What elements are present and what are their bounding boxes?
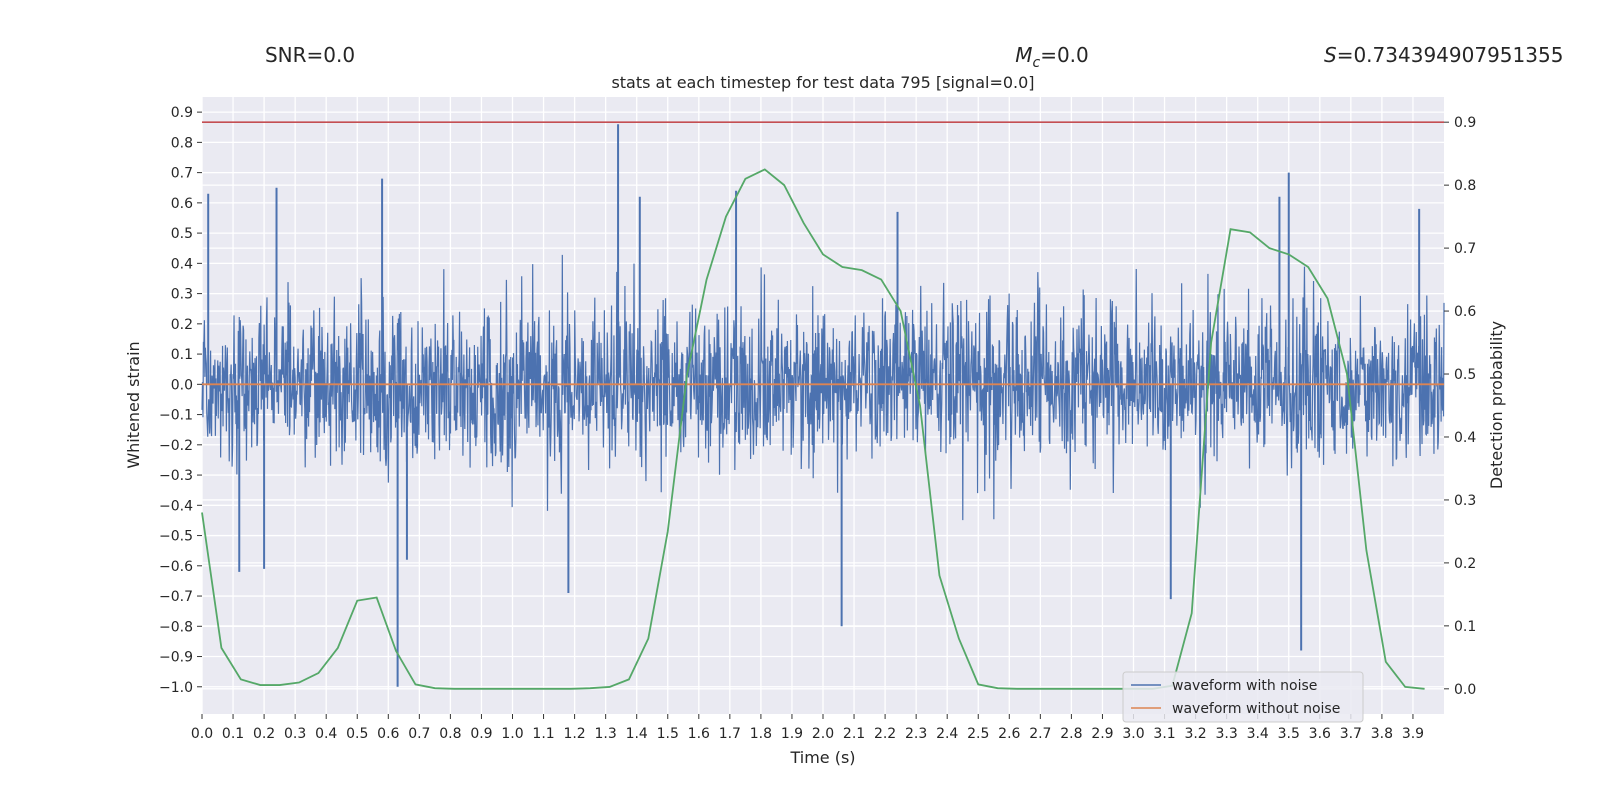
x-tick-label-23: 2.3	[905, 726, 927, 742]
x-tick-label-4: 0.4	[315, 726, 337, 742]
left-y-tick-label-16: −0.7	[159, 589, 193, 605]
left-y-tick-label-15: −0.6	[159, 559, 193, 575]
s-score-value: =0.734394907951355	[1337, 43, 1564, 67]
x-tick-label-37: 3.7	[1340, 726, 1362, 742]
right-y-tick-label-0: 0.9	[1454, 115, 1476, 131]
x-tick-label-0: 0.0	[191, 726, 213, 742]
legend: waveform with noise waveform without noi…	[1123, 672, 1363, 722]
chirp-mass-value: =0.0	[1040, 43, 1089, 67]
x-tick-label-32: 3.2	[1184, 726, 1206, 742]
x-tick-label-29: 2.9	[1091, 726, 1113, 742]
x-tick-label-8: 0.8	[439, 726, 461, 742]
right-y-tick-label-6: 0.3	[1454, 493, 1476, 509]
left-y-tick-label-4: 0.5	[171, 226, 193, 242]
left-y-tick-label-17: −0.8	[159, 619, 193, 635]
left-y-axis-label: Whitened strain	[124, 341, 143, 468]
right-y-axis-ticks: 0.9 0.8 0.7 0.6 0.5 0.4 0.3 0.2 0.1 0.0	[1444, 115, 1476, 698]
x-tick-label-13: 1.3	[595, 726, 617, 742]
left-y-tick-label-13: −0.4	[159, 498, 193, 514]
left-y-tick-label-11: −0.2	[159, 438, 193, 454]
left-y-tick-label-1: 0.8	[171, 135, 193, 151]
x-tick-label-24: 2.4	[936, 726, 958, 742]
x-tick-label-33: 3.3	[1216, 726, 1238, 742]
right-y-tick-label-3: 0.6	[1454, 304, 1476, 320]
x-tick-label-16: 1.6	[688, 726, 710, 742]
chart-title: stats at each timestep for test data 795…	[611, 73, 1034, 92]
x-tick-label-2: 0.2	[253, 726, 275, 742]
x-tick-label-20: 2.0	[812, 726, 834, 742]
x-tick-label-26: 2.6	[998, 726, 1020, 742]
x-tick-label-15: 1.5	[657, 726, 679, 742]
x-tick-label-11: 1.1	[532, 726, 554, 742]
left-y-tick-label-7: 0.2	[171, 317, 193, 333]
x-tick-label-5: 0.5	[346, 726, 368, 742]
left-y-tick-label-8: 0.1	[171, 347, 193, 363]
x-tick-label-17: 1.7	[719, 726, 741, 742]
x-axis-label: Time (s)	[789, 748, 855, 767]
x-tick-label-12: 1.2	[563, 726, 585, 742]
right-y-tick-label-5: 0.4	[1454, 430, 1476, 446]
x-tick-label-3: 0.3	[284, 726, 306, 742]
right-y-tick-label-8: 0.1	[1454, 619, 1476, 635]
right-y-axis-label: Detection probability	[1487, 321, 1506, 489]
right-y-tick-label-4: 0.5	[1454, 367, 1476, 383]
snr-label: SNR=0.0	[265, 43, 355, 67]
x-tick-label-27: 2.7	[1029, 726, 1051, 742]
left-y-tick-label-12: −0.3	[159, 468, 193, 484]
left-y-tick-label-6: 0.3	[171, 287, 193, 303]
x-tick-label-31: 3.1	[1153, 726, 1175, 742]
x-tick-label-6: 0.6	[377, 726, 399, 742]
x-tick-label-18: 1.8	[750, 726, 772, 742]
left-y-tick-label-9: 0.0	[171, 377, 193, 393]
left-y-tick-label-19: −1.0	[159, 680, 193, 696]
x-tick-label-34: 3.4	[1247, 726, 1269, 742]
left-y-tick-label-14: −0.5	[159, 529, 193, 545]
x-tick-label-14: 1.4	[626, 726, 648, 742]
right-y-tick-label-2: 0.7	[1454, 241, 1476, 257]
x-tick-label-7: 0.7	[408, 726, 430, 742]
s-score-symbol: S	[1324, 43, 1337, 67]
legend-label-noise: waveform with noise	[1172, 678, 1317, 694]
left-y-tick-label-3: 0.6	[171, 196, 193, 212]
x-tick-label-36: 3.6	[1309, 726, 1331, 742]
right-y-tick-label-1: 0.8	[1454, 178, 1476, 194]
x-tick-label-28: 2.8	[1060, 726, 1082, 742]
x-tick-label-30: 3.0	[1122, 726, 1144, 742]
x-tick-label-25: 2.5	[967, 726, 989, 742]
x-tick-label-39: 3.9	[1402, 726, 1424, 742]
left-y-axis-ticks: 0.9 0.8 0.7 0.6 0.5 0.4 0.3 0.2 0.1 0.0 −0.1 −0.2 −0…	[159, 105, 202, 696]
x-tick-label-35: 3.5	[1278, 726, 1300, 742]
left-y-tick-label-2: 0.7	[171, 166, 193, 182]
left-y-tick-label-5: 0.4	[171, 256, 193, 272]
legend-label-clean: waveform without noise	[1172, 701, 1340, 717]
left-y-tick-label-0: 0.9	[171, 105, 193, 121]
left-y-tick-label-18: −0.9	[159, 650, 193, 666]
x-tick-label-1: 0.1	[222, 726, 244, 742]
chirp-mass-label: Mc=0.0	[1015, 43, 1089, 71]
right-y-tick-label-9: 0.0	[1454, 682, 1476, 698]
s-score-label: S=0.734394907951355	[1324, 43, 1563, 67]
chirp-mass-symbol: M	[1015, 43, 1032, 67]
x-tick-label-19: 1.9	[781, 726, 803, 742]
x-tick-label-10: 1.0	[501, 726, 523, 742]
x-tick-label-22: 2.2	[874, 726, 896, 742]
x-tick-label-21: 2.1	[843, 726, 865, 742]
left-y-tick-label-10: −0.1	[159, 408, 193, 424]
x-tick-label-38: 3.8	[1371, 726, 1393, 742]
right-y-tick-label-7: 0.2	[1454, 556, 1476, 572]
x-tick-label-9: 0.9	[470, 726, 492, 742]
